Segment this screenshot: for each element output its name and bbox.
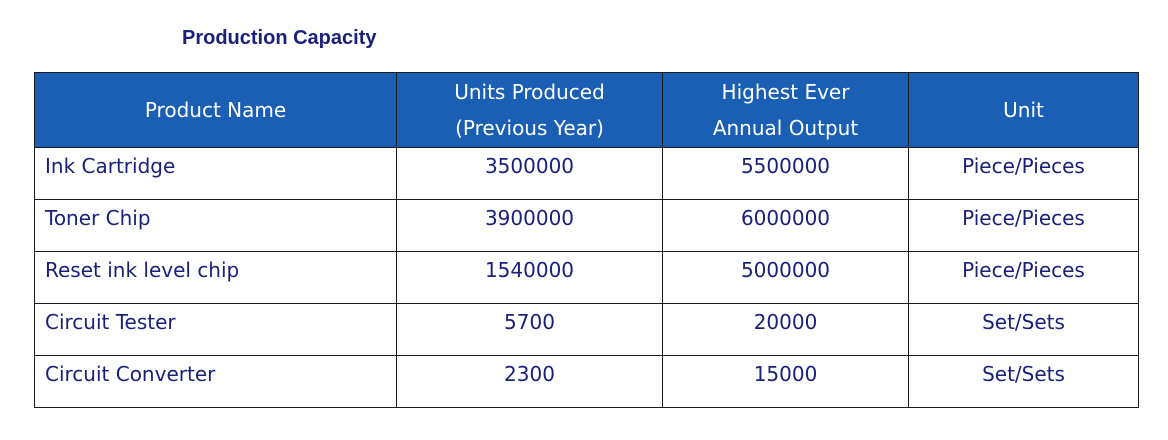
units-produced-cell: 5700 [396,303,663,356]
table-row: Circuit Converter 2300 15000 Set/Sets [34,355,1139,408]
highest-output-cell: 6000000 [662,199,909,252]
header-highest-output: Highest Ever Annual Output [662,72,909,148]
header-highest-output-line1: Highest Ever [721,80,850,104]
table-row: Circuit Tester 5700 20000 Set/Sets [34,303,1139,356]
header-units-produced: Units Produced (Previous Year) [396,72,663,148]
header-product-name: Product Name [34,72,397,148]
header-row: Product Name Units Produced (Previous Ye… [34,72,1139,148]
highest-output-cell: 20000 [662,303,909,356]
highest-output-cell: 15000 [662,355,909,408]
page-title: Production Capacity [182,27,377,49]
product-name-cell: Toner Chip [34,199,397,252]
units-produced-cell: 3900000 [396,199,663,252]
units-produced-cell: 2300 [396,355,663,408]
header-unit: Unit [908,72,1139,148]
table-row: Reset ink level chip 1540000 5000000 Pie… [34,251,1139,304]
unit-cell: Set/Sets [908,355,1139,408]
highest-output-cell: 5500000 [662,147,909,200]
product-name-cell: Circuit Tester [34,303,397,356]
units-produced-cell: 1540000 [396,251,663,304]
table-row: Toner Chip 3900000 6000000 Piece/Pieces [34,199,1139,252]
units-produced-cell: 3500000 [396,147,663,200]
highest-output-cell: 5000000 [662,251,909,304]
product-name-cell: Circuit Converter [34,355,397,408]
header-highest-output-line2: Annual Output [712,116,859,140]
product-name-cell: Ink Cartridge [34,147,397,200]
unit-cell: Piece/Pieces [908,147,1139,200]
production-capacity-table: Product Name Units Produced (Previous Ye… [34,72,1139,408]
unit-cell: Piece/Pieces [908,251,1139,304]
header-units-produced-line1: Units Produced [454,80,605,104]
header-units-produced-line2: (Previous Year) [455,116,604,140]
product-name-cell: Reset ink level chip [34,251,397,304]
unit-cell: Piece/Pieces [908,199,1139,252]
table-row: Ink Cartridge 3500000 5500000 Piece/Piec… [34,147,1139,200]
unit-cell: Set/Sets [908,303,1139,356]
